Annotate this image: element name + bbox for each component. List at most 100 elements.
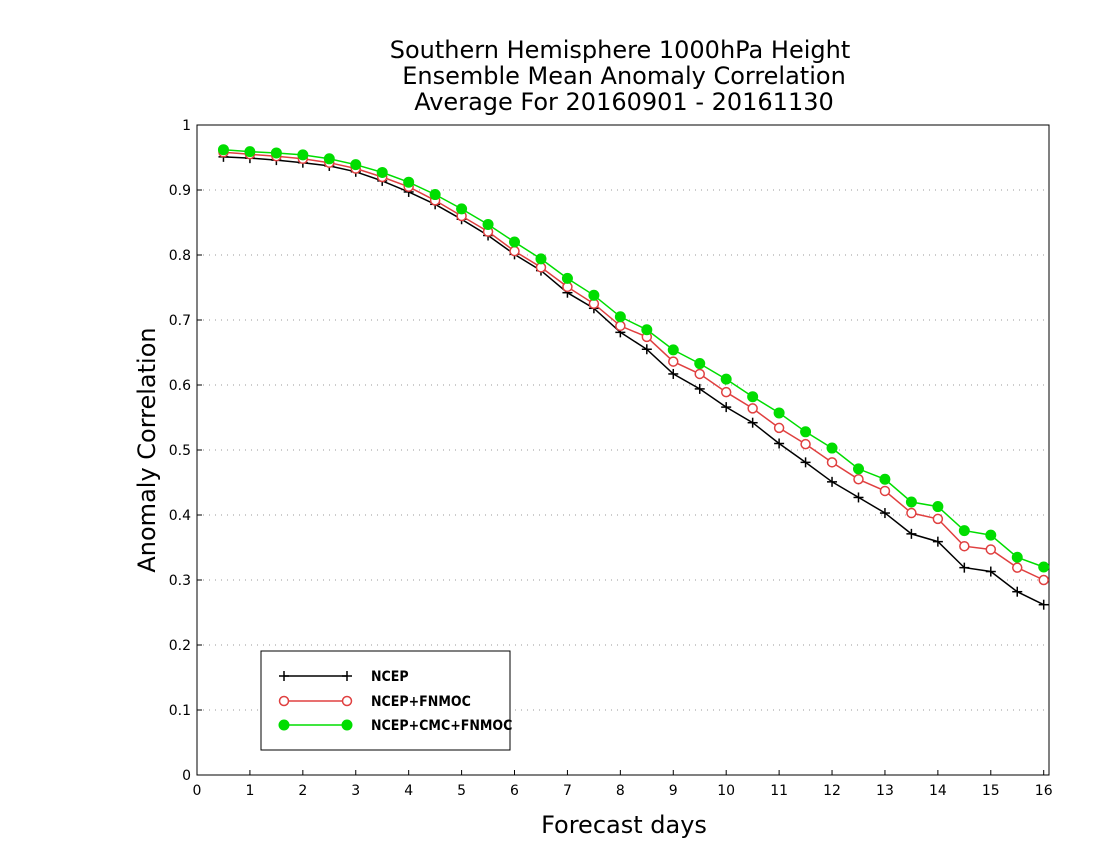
x-tick-label: 15 xyxy=(982,783,1000,799)
data-point-filled-circle xyxy=(932,501,944,513)
x-tick-label: 8 xyxy=(616,783,625,799)
data-point-filled-circle xyxy=(1038,561,1050,573)
data-point-filled-circle xyxy=(800,426,812,438)
data-point-filled-circle xyxy=(773,407,785,419)
data-point-filled-circle xyxy=(244,146,256,158)
data-point-filled-circle xyxy=(641,324,653,336)
y-tick-label: 0.5 xyxy=(169,443,191,459)
data-point-filled-circle xyxy=(429,189,441,201)
series-line-ncep-cmc-fnmoc xyxy=(223,148,1044,568)
data-point-open-circle xyxy=(1011,562,1023,573)
data-point-filled-circle xyxy=(217,144,229,156)
data-point-open-circle xyxy=(985,544,997,555)
data-point-plus xyxy=(853,492,864,503)
data-point-open-circle xyxy=(668,356,679,367)
data-point-open-circle xyxy=(341,695,353,707)
title-line-3: Average For 20160901 - 20161130 xyxy=(414,88,834,116)
data-point-filled-circle xyxy=(852,463,864,475)
x-tick-label: 1 xyxy=(245,783,254,799)
data-point-plus xyxy=(879,508,890,519)
data-point-open-circle xyxy=(615,320,626,332)
series-group xyxy=(217,144,1050,610)
data-point-filled-circle xyxy=(958,525,970,537)
legend-item-ncep-fnmoc: NCEP+FNMOC xyxy=(278,694,471,710)
data-point-open-circle xyxy=(694,368,705,380)
data-point-plus xyxy=(827,476,838,487)
data-point-filled-circle xyxy=(561,272,573,284)
data-point-filled-circle xyxy=(720,373,732,385)
data-point-plus xyxy=(668,368,679,379)
data-point-filled-circle xyxy=(879,473,891,485)
data-point-plus xyxy=(774,438,785,449)
y-tick-label: 0.7 xyxy=(169,313,191,329)
title-line-1: Southern Hemisphere 1000hPa Height xyxy=(390,36,850,64)
x-tick-label: 10 xyxy=(717,783,735,799)
y-tick-label: 0.3 xyxy=(169,573,191,589)
x-tick-label: 9 xyxy=(669,783,678,799)
x-tick-label: 6 xyxy=(510,783,519,799)
x-tick-label: 2 xyxy=(298,783,307,799)
series-line-ncep xyxy=(223,156,1045,606)
chart-title: Southern Hemisphere 1000hPa Height Ensem… xyxy=(390,36,850,116)
data-point-open-circle xyxy=(853,474,864,485)
x-axis-label: Forecast days xyxy=(541,811,707,839)
legend: NCEP NCEP+FNMOC NCEP+CMC+FNMOC xyxy=(260,650,512,751)
data-point-filled-circle xyxy=(747,391,759,403)
data-point-open-circle xyxy=(1038,574,1049,586)
data-point-filled-circle xyxy=(588,289,600,301)
y-tick-label: 0 xyxy=(182,768,191,784)
data-point-filled-circle xyxy=(985,529,997,541)
data-point-filled-circle xyxy=(826,442,838,454)
y-tick-label: 0.8 xyxy=(169,248,191,264)
data-point-plus xyxy=(932,536,943,547)
data-point-filled-circle xyxy=(509,236,521,248)
data-point-plus xyxy=(1038,599,1049,610)
y-axis-label: Anomaly Correlation xyxy=(133,327,161,572)
x-tick-label: 4 xyxy=(404,783,413,799)
x-tick-label: 5 xyxy=(457,783,466,799)
title-line-2: Ensemble Mean Anomaly Correlation xyxy=(402,62,846,90)
data-point-filled-circle xyxy=(270,147,282,159)
data-point-plus xyxy=(906,528,917,539)
grid xyxy=(197,189,1049,711)
data-point-plus xyxy=(747,417,758,428)
x-tick-label: 13 xyxy=(876,783,894,799)
data-point-open-circle xyxy=(826,457,838,468)
data-point-filled-circle xyxy=(667,344,679,356)
data-point-plus xyxy=(1012,586,1023,597)
data-point-plus xyxy=(985,566,996,577)
x-tick-label: 7 xyxy=(563,783,572,799)
x-tick-label: 0 xyxy=(193,783,202,799)
data-point-open-circle xyxy=(800,438,811,450)
data-point-open-circle xyxy=(509,245,520,257)
y-tick-label: 0.4 xyxy=(169,508,191,524)
x-tick-label: 16 xyxy=(1035,783,1053,799)
series-ncep-cmc-fnmoc xyxy=(217,144,1050,573)
data-point-plus xyxy=(694,383,705,394)
data-point-filled-circle xyxy=(905,496,917,508)
data-point-open-circle xyxy=(959,540,970,552)
data-point-plus xyxy=(959,562,970,573)
data-point-open-circle xyxy=(747,403,758,414)
data-point-filled-circle xyxy=(297,149,309,161)
data-point-plus xyxy=(342,671,352,681)
data-point-open-circle xyxy=(906,507,917,519)
x-tick-label: 12 xyxy=(823,783,841,799)
y-tick-label: 0.1 xyxy=(169,703,191,719)
legend-label: NCEP+FNMOC xyxy=(371,694,471,710)
x-tick-label: 11 xyxy=(770,783,788,799)
axis-ticks: 00.10.20.30.40.50.60.70.80.910 1 2 3 4 5 6 7 8 9 1… xyxy=(169,118,1053,799)
data-point-open-circle xyxy=(932,513,944,525)
data-point-open-circle xyxy=(720,386,732,398)
series-ncep xyxy=(218,151,1049,610)
data-point-filled-circle xyxy=(535,253,547,265)
data-point-filled-circle xyxy=(1011,551,1023,563)
legend-label: NCEP+CMC+FNMOC xyxy=(371,718,512,734)
y-tick-label: 0.9 xyxy=(169,183,191,199)
data-point-plus xyxy=(721,402,732,413)
y-tick-label: 0.6 xyxy=(169,378,191,394)
legend-item-ncep: NCEP xyxy=(279,669,409,685)
data-point-filled-circle xyxy=(482,218,494,230)
data-point-plus xyxy=(279,671,289,681)
